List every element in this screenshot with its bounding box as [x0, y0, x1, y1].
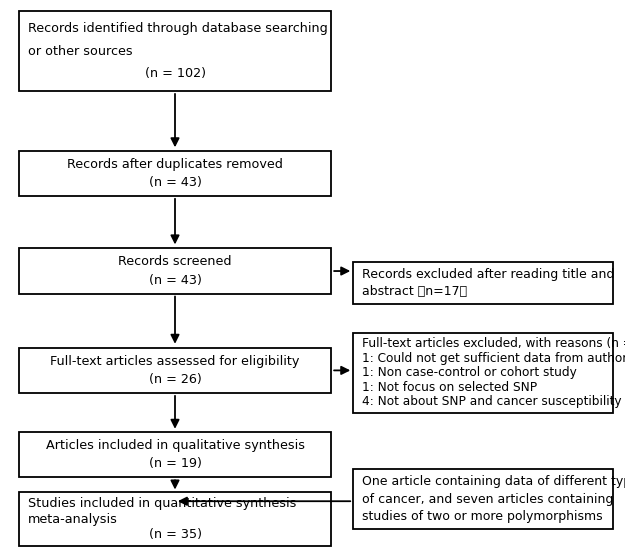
FancyBboxPatch shape: [19, 492, 331, 546]
Text: of cancer, and seven articles containing: of cancer, and seven articles containing: [362, 492, 614, 506]
Text: Records excluded after reading title and: Records excluded after reading title and: [362, 268, 615, 281]
Text: (n = 102): (n = 102): [144, 67, 206, 81]
Text: abstract （n=17）: abstract （n=17）: [362, 285, 468, 298]
FancyBboxPatch shape: [353, 469, 612, 529]
FancyBboxPatch shape: [19, 11, 331, 91]
Text: 1: Non case-control or cohort study: 1: Non case-control or cohort study: [362, 367, 578, 379]
Text: (n = 26): (n = 26): [149, 373, 201, 386]
Text: Full-text articles excluded, with reasons (n =7): Full-text articles excluded, with reason…: [362, 337, 625, 351]
FancyBboxPatch shape: [19, 432, 331, 477]
Text: studies of two or more polymorphisms: studies of two or more polymorphisms: [362, 509, 603, 523]
Text: Records identified through database searching: Records identified through database sear…: [28, 22, 328, 35]
Text: or other sources: or other sources: [28, 45, 132, 57]
Text: 1: Not focus on selected SNP: 1: Not focus on selected SNP: [362, 381, 538, 394]
Text: 1: Could not get sufficient data from author: 1: Could not get sufficient data from au…: [362, 352, 625, 365]
Text: Studies included in quantitative synthesis: Studies included in quantitative synthes…: [28, 497, 296, 511]
Text: meta-analysis: meta-analysis: [28, 513, 118, 526]
FancyBboxPatch shape: [353, 333, 612, 413]
Text: 4: Not about SNP and cancer susceptibility: 4: Not about SNP and cancer susceptibili…: [362, 395, 622, 408]
FancyBboxPatch shape: [19, 151, 331, 196]
Text: Articles included in qualitative synthesis: Articles included in qualitative synthes…: [46, 439, 304, 452]
FancyBboxPatch shape: [353, 262, 612, 304]
Text: (n = 43): (n = 43): [149, 176, 201, 189]
Text: (n = 43): (n = 43): [149, 274, 201, 286]
Text: Records screened: Records screened: [118, 256, 232, 268]
Text: Full-text articles assessed for eligibility: Full-text articles assessed for eligibil…: [51, 355, 300, 368]
FancyBboxPatch shape: [19, 348, 331, 393]
Text: One article containing data of different types: One article containing data of different…: [362, 475, 625, 489]
Text: (n = 19): (n = 19): [149, 458, 201, 470]
Text: Records after duplicates removed: Records after duplicates removed: [67, 158, 283, 171]
Text: (n = 35): (n = 35): [149, 528, 201, 542]
FancyBboxPatch shape: [19, 248, 331, 294]
